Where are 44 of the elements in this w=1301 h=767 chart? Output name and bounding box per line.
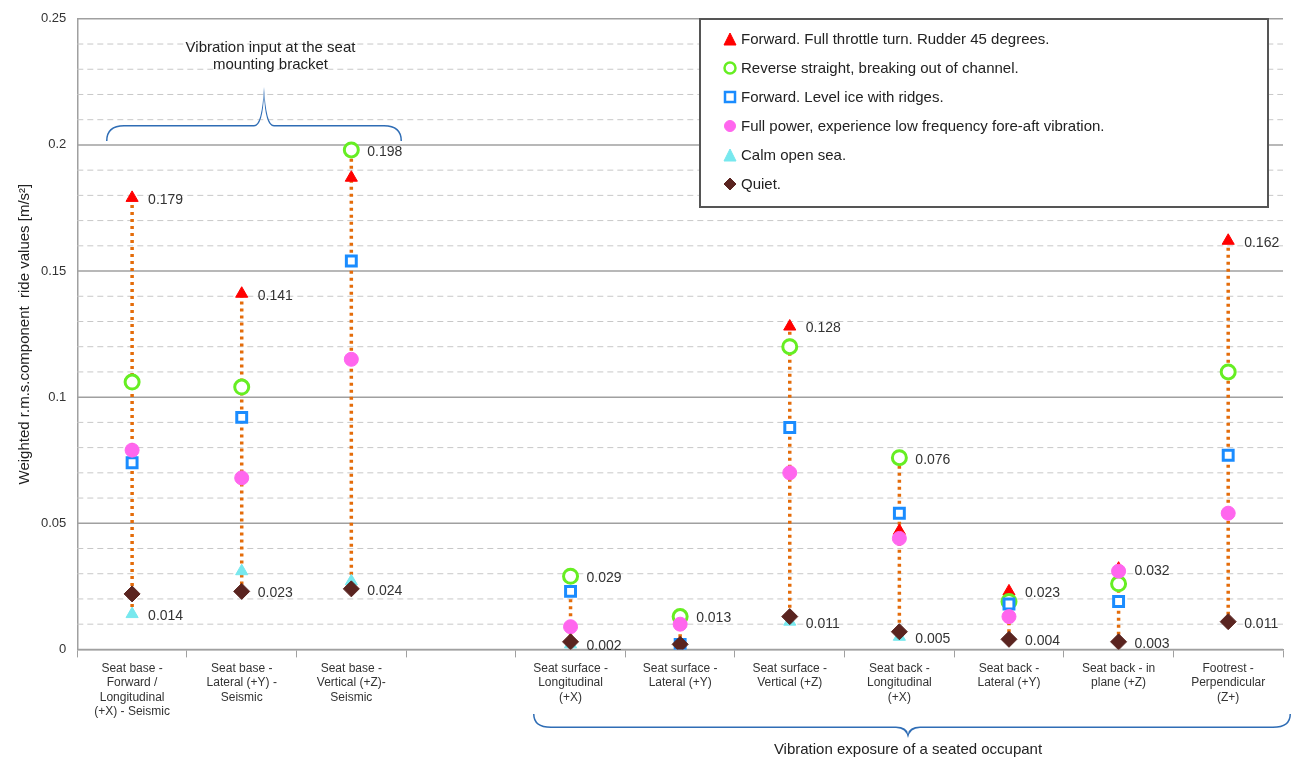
data-label: 0.013 (696, 609, 732, 626)
data-label: 0.002 (586, 637, 622, 654)
legend-label: Calm open sea. (741, 146, 847, 163)
y-tick-label: 0.05 (40, 514, 67, 530)
data-label: 0.024 (367, 581, 403, 598)
x-tick-label: Seat back - Lateral (+Y) (977, 660, 1041, 690)
legend-label: Reverse straight, breaking out of channel. (741, 59, 1019, 76)
data-label: 0.011 (1244, 614, 1279, 631)
x-tick-label: Seat back - Longitudinal (+X) (867, 660, 932, 704)
x-tick-label: Seat surface - Lateral (+Y) (642, 660, 718, 690)
data-label: 0.029 (586, 569, 622, 586)
data-label: 0.141 (257, 286, 293, 303)
legend-label: Quiet. (741, 175, 782, 192)
data-label: 0.179 (148, 190, 184, 207)
y-tick-label: 0.15 (40, 262, 67, 278)
annotation: Vibration input at the seat mounting bracket (184, 38, 357, 72)
data-label: 0.198 (367, 142, 403, 159)
y-axis-title: Weighted r.m.s.component ride values [m/s²] (15, 183, 33, 485)
x-tick-label: Seat base - Forward / Longitudinal (+X) - Seismic (94, 660, 170, 719)
text: Vibration exposure of a seated occupant (772, 740, 1044, 757)
data-label: 0.014 (148, 606, 184, 623)
y-tick-label: 0.25 (40, 10, 67, 26)
legend-label: Forward. Level ice with ridges. (741, 88, 944, 105)
y-tick-label: 0 (59, 640, 67, 656)
x-tick-label: Seat surface - Vertical (+Z) (752, 660, 828, 690)
legend-label: Full power, experience low frequency fore-aft vibration. (741, 117, 1105, 134)
data-label: 0.003 (1134, 634, 1170, 651)
x-tick-label: Seat surface - Longitudinal (+X) (533, 660, 608, 704)
y-tick-label: 0.2 (48, 136, 67, 152)
y-tick-label: 0.1 (48, 388, 67, 404)
data-label: 0.011 (805, 614, 840, 631)
data-label: 0.023 (1024, 584, 1061, 601)
data-label: 0.076 (915, 450, 951, 467)
x-tick-label: Seat back - in plane (+Z) (1081, 660, 1156, 690)
x-tick-label: Footrest - Perpendicular (Z+) (1191, 660, 1266, 704)
data-label: 0.005 (915, 629, 951, 646)
data-label: 0.032 (1134, 561, 1170, 578)
data-label: 0.128 (805, 319, 842, 336)
data-label: 0.023 (257, 584, 293, 601)
x-tick-label: Seat base - Vertical (+Z)- Seismic (316, 660, 386, 704)
data-label: 0.004 (1024, 632, 1061, 649)
data-label: 0.162 (1244, 233, 1280, 250)
x-tick-label: Seat base - Lateral (+Y) - Seismic (206, 660, 277, 704)
legend-label: Forward. Full throttle turn. Rudder 45 degrees. (741, 30, 1050, 47)
